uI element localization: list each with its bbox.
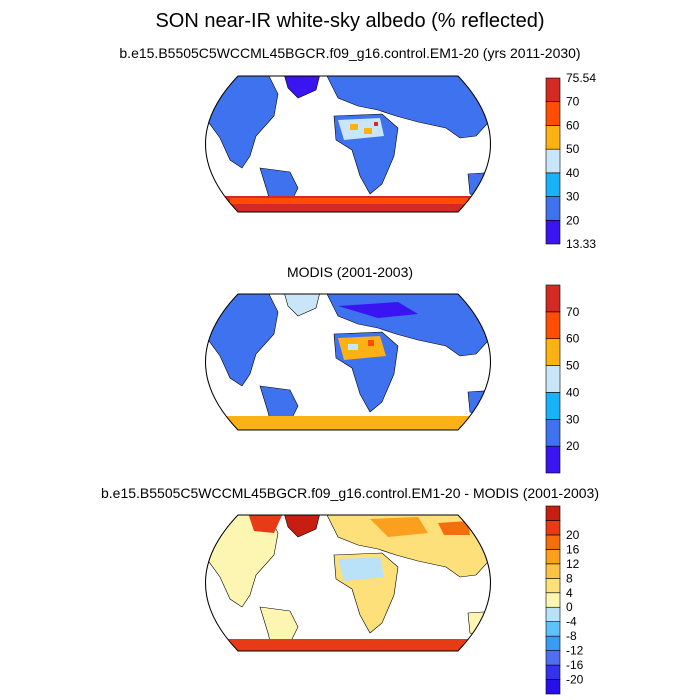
colorbar-swatch: [545, 650, 561, 666]
colorbar-tick-label: 75.54: [566, 71, 596, 85]
land-australia: [467, 610, 491, 640]
colorbar-tick-label: -12: [566, 644, 584, 658]
panel-2-map: [205, 293, 491, 431]
colorbar-swatch: [545, 172, 561, 197]
colorbar-tick-label: 0: [566, 600, 573, 614]
colorbar-tick-label: 8: [566, 571, 573, 585]
colorbar-2: 20 30 40 50 60 70: [545, 284, 580, 474]
colorbar-swatch: [545, 77, 561, 103]
colorbar-swatch: [545, 505, 561, 521]
colorbar-tick-label: 40: [566, 166, 580, 180]
colorbar-tick-label: -8: [566, 629, 577, 643]
sahara-region: [338, 336, 386, 360]
colorbar-swatch: [545, 311, 561, 340]
colorbar-tick-label: 30: [566, 412, 580, 426]
colorbar-tick-label: -4: [566, 615, 577, 629]
figure-title: SON near-IR white-sky albedo (% reflecte…: [155, 10, 545, 32]
colorbar-swatch: [545, 606, 561, 622]
colorbar-swatch: [545, 148, 561, 174]
land-australia: [467, 171, 491, 201]
colorbar-tick-label: 70: [566, 95, 580, 109]
colorbar-tick-label: 30: [566, 190, 580, 204]
colorbar-tick-label: 4: [566, 586, 573, 600]
colorbar-swatch: [545, 284, 561, 313]
land-eurasia: [325, 76, 491, 139]
panel-3-subtitle: b.e15.B5505C5WCCML45BGCR.f09_g16.control…: [100, 485, 600, 501]
colorbar-swatch: [545, 338, 561, 366]
colorbar-swatch: [545, 445, 561, 474]
land-australia: [467, 389, 491, 419]
colorbar-tick-label: 16: [566, 542, 580, 556]
colorbar-swatch: [545, 101, 561, 126]
colorbar-tick-label: 70: [566, 305, 580, 319]
land-greenland: [283, 76, 321, 99]
colorbar-tick-label: 20: [566, 439, 580, 453]
colorbar-swatch: [545, 664, 561, 680]
colorbar-swatch: [545, 520, 561, 536]
colorbar-swatch: [545, 125, 561, 150]
colorbar-tick-label: 50: [566, 359, 580, 373]
colorbar-swatch: [545, 219, 561, 245]
colorbar-tick-label: 60: [566, 118, 580, 132]
colorbar-swatch: [545, 563, 561, 579]
colorbar-swatch: [545, 534, 561, 550]
colorbar-tick-label: 12: [566, 557, 580, 571]
land-greenland: [283, 515, 321, 538]
colorbar-tick-label: 20: [566, 528, 580, 542]
colorbar-tick-label: -20: [566, 673, 584, 687]
colorbar-tick-label: 20: [566, 213, 580, 227]
colorbar-tick-label: 50: [566, 142, 580, 156]
panel-1-map: [205, 75, 491, 213]
colorbar-tick-label: 60: [566, 332, 580, 346]
land-antarctica: [205, 416, 491, 430]
colorbar-swatch: [545, 679, 561, 695]
colorbar-swatch: [545, 392, 561, 420]
panel-2-subtitle: MODIS (2001-2003): [286, 264, 414, 280]
sahara-region: [338, 118, 384, 140]
colorbar-swatch: [545, 418, 561, 447]
colorbar-swatch: [545, 635, 561, 651]
panel-3-map: [205, 514, 491, 652]
colorbar-swatch: [545, 365, 561, 393]
land-greenland: [283, 294, 321, 317]
colorbar-swatch: [545, 621, 561, 637]
colorbar-swatch: [545, 592, 561, 608]
colorbar-1: 13.33 20 30 40 50 60 70 75.54: [545, 71, 596, 251]
colorbar-tick-label: -16: [566, 658, 584, 672]
panel-1-subtitle: b.e15.B5505C5WCCML45BGCR.f09_g16.control…: [119, 45, 581, 61]
colorbar-swatch: [545, 578, 561, 594]
colorbar-swatch: [545, 549, 561, 565]
land-antarctica: [205, 639, 491, 651]
colorbar-tick-label: 40: [566, 385, 580, 399]
colorbar-tick-label: 13.33: [566, 237, 596, 251]
colorbar-swatch: [545, 196, 561, 221]
